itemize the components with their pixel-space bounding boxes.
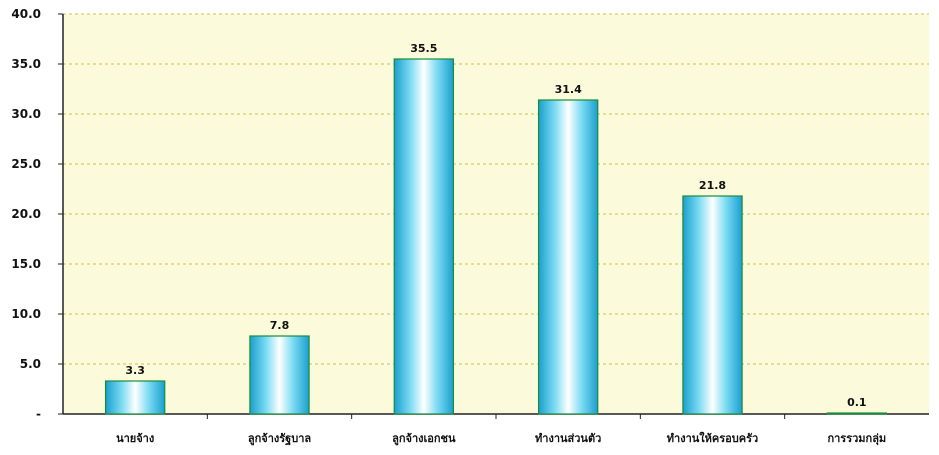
bars xyxy=(104,58,888,415)
y-tick-label: 15.0 xyxy=(11,257,41,271)
y-tick-label: 30.0 xyxy=(11,107,41,121)
data-label: 0.1 xyxy=(847,396,867,409)
y-tick-label: 40.0 xyxy=(11,7,41,21)
data-label: 31.4 xyxy=(555,83,582,96)
data-label: 3.3 xyxy=(125,364,145,377)
bar xyxy=(537,99,599,415)
x-tick-label: การรวมกลุ่ม xyxy=(827,432,886,446)
bar xyxy=(826,412,888,415)
y-tick-label: 25.0 xyxy=(11,157,41,171)
axes xyxy=(62,14,929,419)
y-tick-label: - xyxy=(36,407,41,421)
data-label: 21.8 xyxy=(699,179,726,192)
data-label: 35.5 xyxy=(410,42,437,55)
bar xyxy=(393,58,455,415)
y-tick-label: 35.0 xyxy=(11,57,41,71)
y-tick-label: 20.0 xyxy=(11,207,41,221)
labels: - 5.0 10.0 15.0 20.0 25.0 30.0 35.0 40.0 3.3 นายจ้… xyxy=(11,7,886,446)
x-tick-label: ทำงานให้ครอบครัว xyxy=(667,431,758,445)
y-tick-label: 10.0 xyxy=(11,307,41,321)
x-tick-label: ลูกจ้างรัฐบาล xyxy=(248,432,312,446)
y-tick-label: 5.0 xyxy=(20,357,41,371)
data-label: 7.8 xyxy=(270,319,290,332)
bar xyxy=(682,195,743,415)
bar xyxy=(249,335,310,415)
x-tick-label: ลูกจ้างเอกชน xyxy=(392,432,456,446)
gridlines xyxy=(58,13,929,415)
x-tick-label: นายจ้าง xyxy=(116,432,154,445)
x-tick-label: ทำงานส่วนตัว xyxy=(535,432,601,445)
bar xyxy=(104,380,166,415)
